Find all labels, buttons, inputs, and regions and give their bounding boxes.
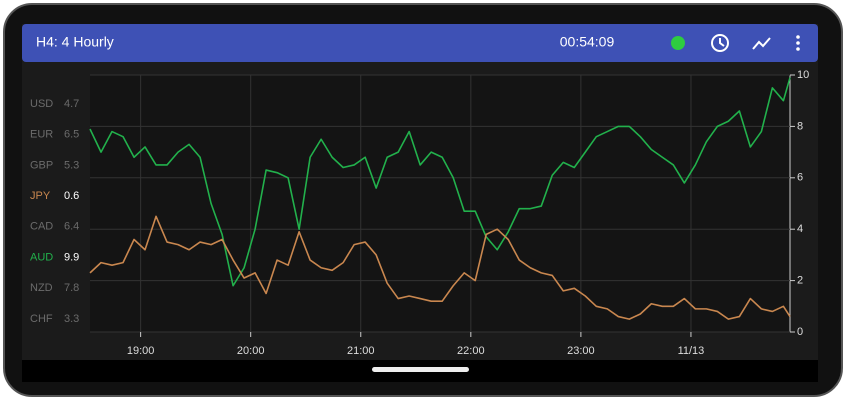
x-tick-label: 23:00 (567, 345, 595, 357)
currency-value: 7.8 (64, 282, 79, 294)
chart: 0 2 4 6 8 10 19:00 20:00 21:00 22:00 23:00 11/13 (89, 69, 809, 357)
currency-name: GBP (30, 159, 53, 171)
menu-button[interactable] (796, 35, 800, 51)
home-indicator[interactable] (372, 367, 469, 372)
currency-value: 5.3 (64, 159, 79, 171)
x-tick-label: 21:00 (347, 345, 375, 357)
series-line (89, 77, 791, 287)
currency-value: 4.7 (64, 98, 79, 110)
plot-area (90, 75, 790, 332)
status-dot (671, 36, 685, 50)
currency-value: 0.6 (64, 190, 79, 202)
timeframe-button[interactable] (711, 34, 729, 52)
currency-name: EUR (30, 129, 53, 141)
y-tick-label: 8 (797, 120, 803, 132)
clock-time: 00:54:09 (560, 34, 615, 50)
currency-name: NZD (30, 282, 53, 294)
y-tick-label: 6 (797, 172, 803, 184)
y-tick-label: 10 (797, 69, 809, 81)
x-tick-label: 22:00 (457, 345, 485, 357)
currency-name: CAD (30, 221, 53, 233)
y-tick-label: 4 (797, 223, 803, 235)
currency-name: CHF (30, 313, 53, 325)
currency-name: USD (30, 98, 53, 110)
currency-value: 6.5 (64, 129, 79, 141)
app-title: H4: 4 Hourly (36, 34, 114, 50)
x-tick-label: 19:00 (127, 345, 155, 357)
currency-name: JPY (30, 190, 51, 202)
x-tick-label: 20:00 (237, 345, 265, 357)
series-line (89, 215, 791, 320)
y-tick-label: 0 (797, 326, 803, 338)
currency-name: AUD (30, 251, 53, 263)
currency-value: 3.3 (64, 313, 79, 325)
y-tick-label: 2 (797, 275, 803, 287)
currency-value: 6.4 (64, 221, 79, 233)
currency-value: 9.9 (64, 251, 79, 263)
x-tick-label: 11/13 (678, 345, 705, 357)
app-bar (22, 24, 818, 62)
chart-button[interactable] (752, 37, 771, 50)
